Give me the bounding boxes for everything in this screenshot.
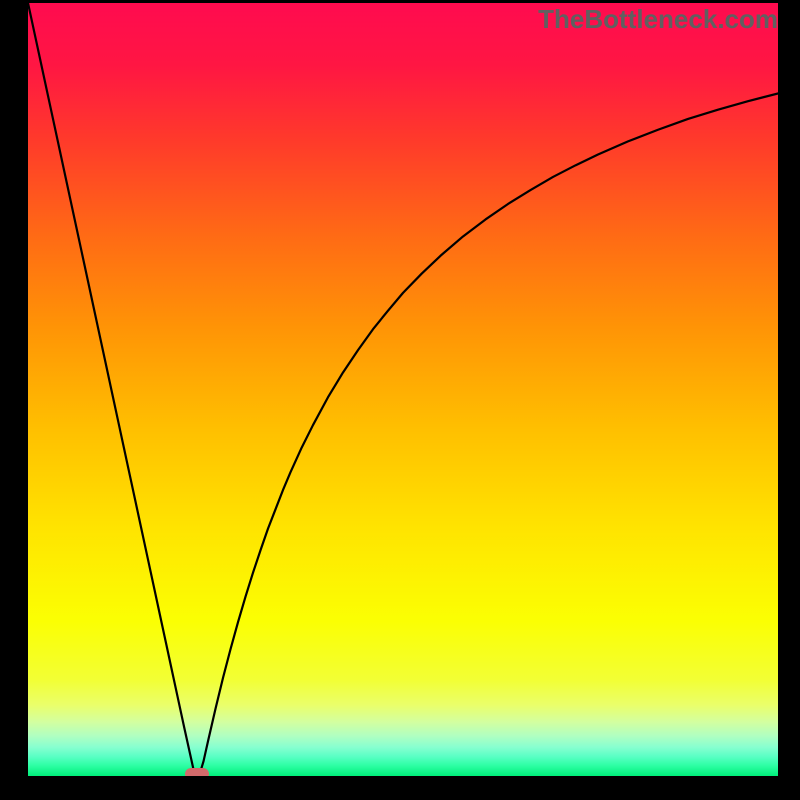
watermark-text: TheBottleneck.com bbox=[538, 4, 778, 35]
plot-background bbox=[28, 3, 778, 776]
chart-container: TheBottleneck.com bbox=[0, 0, 800, 800]
border-left bbox=[0, 0, 28, 800]
bottleneck-curve bbox=[28, 3, 778, 776]
border-bottom bbox=[0, 776, 800, 800]
border-right bbox=[778, 0, 800, 800]
border-top bbox=[0, 0, 800, 3]
